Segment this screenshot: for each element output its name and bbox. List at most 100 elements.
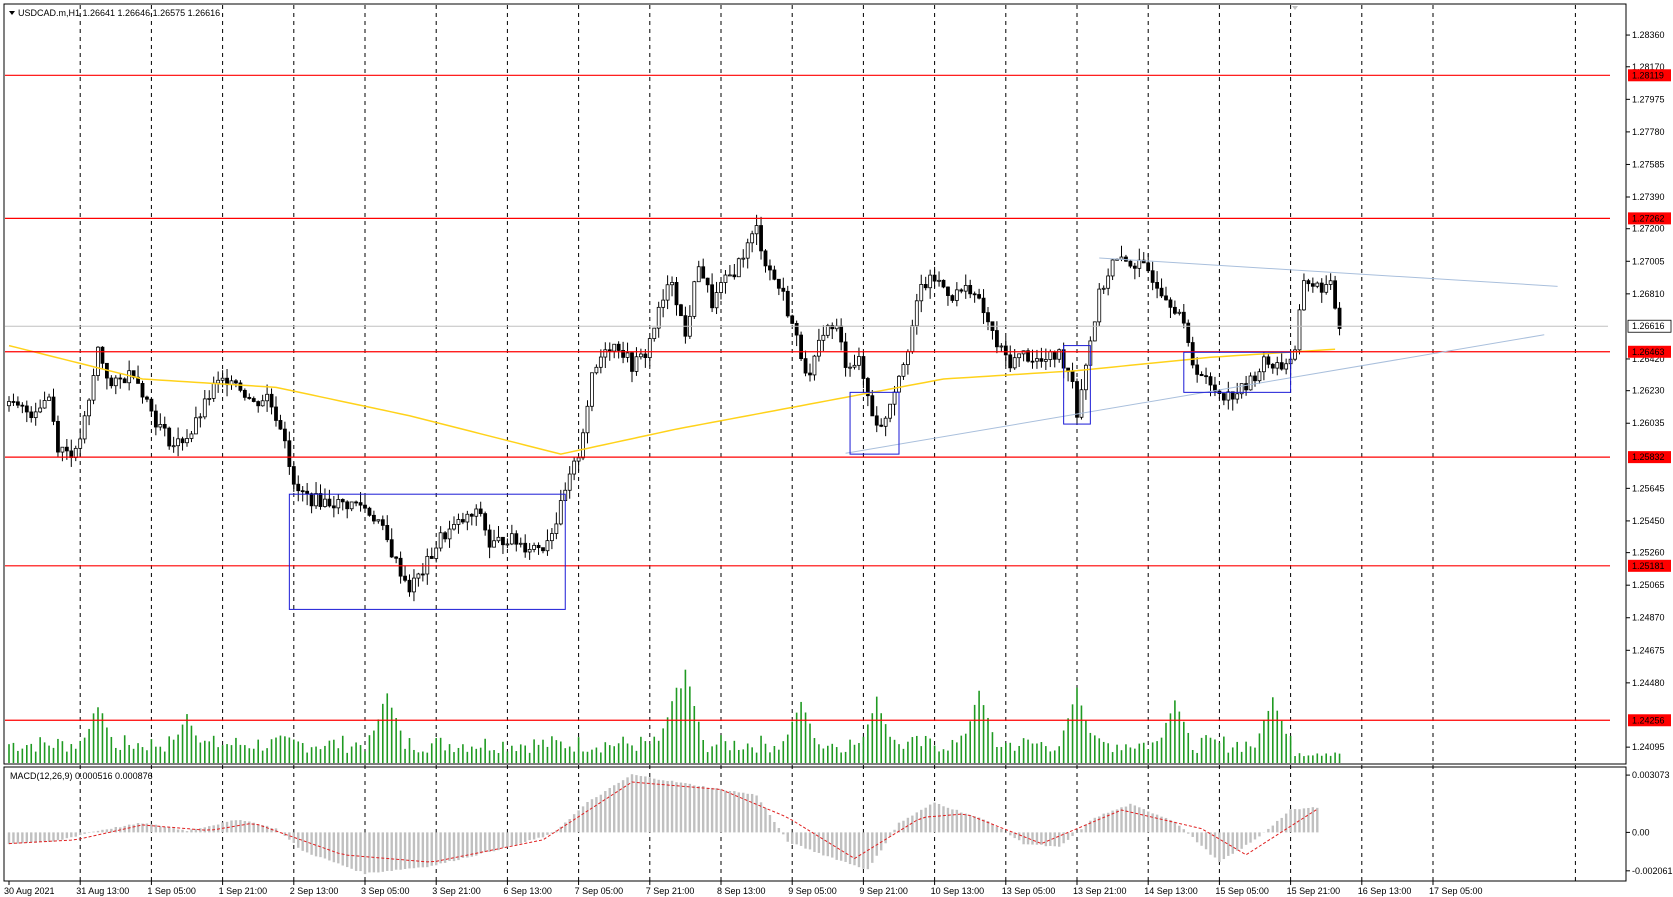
- candle-bear: [407, 579, 412, 593]
- candle-bear: [385, 525, 390, 541]
- candle-bull: [581, 432, 585, 459]
- candle-bull: [47, 396, 51, 401]
- candle-bear: [981, 297, 986, 314]
- candle-bear: [785, 290, 790, 317]
- candle-bull: [821, 334, 826, 341]
- price-label: 1.26035: [1632, 418, 1665, 428]
- price-label: 1.24095: [1632, 742, 1665, 752]
- candle-bear: [1039, 358, 1044, 362]
- candle-bull: [265, 393, 270, 402]
- candle-bear: [118, 377, 123, 380]
- time-label: 15 Sep 05:00: [1215, 886, 1269, 896]
- candle-bear: [643, 353, 648, 359]
- candle-bear: [1244, 383, 1248, 391]
- candle-bear: [1052, 351, 1057, 360]
- candle-bear: [1132, 265, 1137, 269]
- candle-bear: [1204, 375, 1208, 378]
- candle-bull: [567, 473, 572, 491]
- candle-bear: [1279, 362, 1284, 370]
- candle-bear: [776, 278, 781, 289]
- candle-bear: [64, 446, 69, 452]
- candle-bull: [598, 356, 603, 368]
- candle-bull: [207, 398, 212, 400]
- candle-bear: [420, 573, 425, 576]
- symbol-header: USDCAD.m,H1 1.26641 1.26646 1.26575 1.26…: [18, 8, 220, 18]
- candle-bear: [959, 289, 964, 292]
- candle-bear: [15, 401, 20, 406]
- horizontal-levels[interactable]: [5, 74, 1610, 721]
- candle-bear: [772, 269, 777, 280]
- candle-bull: [176, 438, 181, 447]
- grid-lines: [79, 5, 1576, 881]
- candle-bear: [478, 508, 483, 514]
- candle-bull: [714, 292, 719, 309]
- candle-bear: [358, 502, 363, 506]
- price-label: 1.26230: [1632, 386, 1665, 396]
- candle-bull: [336, 499, 341, 509]
- dropdown-arrow-icon[interactable]: [9, 11, 15, 15]
- range-boxes[interactable]: [288, 345, 1292, 610]
- macd-label: 0.00: [1632, 827, 1650, 837]
- macd-plot-area[interactable]: [3, 766, 1627, 882]
- time-label: 17 Sep 05:00: [1429, 886, 1483, 896]
- time-label: 9 Sep 21:00: [859, 886, 908, 896]
- price-label: 1.24675: [1632, 645, 1665, 655]
- candle-bull: [625, 352, 630, 358]
- trend-line: [845, 334, 1545, 454]
- candle-bull: [817, 339, 821, 357]
- candle-bull: [639, 353, 643, 358]
- candle-bull: [505, 543, 510, 546]
- candle-bull: [7, 401, 11, 407]
- price-label: 1.27390: [1632, 192, 1665, 202]
- volume-bars: [8, 669, 1341, 763]
- candle-bear: [483, 513, 488, 531]
- candle-bull: [1057, 349, 1062, 360]
- time-axis[interactable]: 30 Aug 2021 31 Aug 13:00 1 Sep 05:00 1 Sep …: [4, 881, 1483, 896]
- time-label: 3 Sep 05:00: [361, 886, 410, 896]
- macd-label: -0.002061: [1632, 866, 1673, 876]
- candle-bull: [1012, 357, 1017, 369]
- candle-bear: [11, 401, 16, 403]
- candle-bear: [1199, 373, 1204, 377]
- main-plot-area[interactable]: [3, 3, 1627, 765]
- candle-bear: [879, 424, 884, 427]
- candle-bull: [745, 242, 750, 259]
- candle-bear: [732, 274, 737, 278]
- candle-bear: [1266, 356, 1271, 365]
- candle-bull: [1275, 362, 1280, 369]
- time-label: 13 Sep 21:00: [1073, 886, 1127, 896]
- candle-bull: [158, 424, 163, 428]
- macd-signal-line: [8, 781, 1318, 863]
- candle-bear: [705, 277, 710, 286]
- candle-bull: [558, 500, 563, 525]
- candle-bull: [1017, 353, 1022, 359]
- time-label: 9 Sep 05:00: [788, 886, 837, 896]
- candle-bear: [799, 334, 803, 360]
- price-axis[interactable]: 1.28360 1.28170 1.27975 1.27780 1.27585 1.273…: [1626, 30, 1672, 752]
- level-price-tag: [1628, 345, 1671, 358]
- candle-bull: [928, 274, 933, 289]
- candle-bear: [794, 323, 799, 336]
- candle-bull: [910, 325, 915, 352]
- candle-bear: [607, 349, 612, 352]
- candle-bear: [1186, 322, 1191, 343]
- time-label: 1 Sep 05:00: [147, 886, 196, 896]
- candle-bull: [665, 284, 670, 301]
- macd-label: 0.003073: [1632, 770, 1670, 780]
- candle-bull: [852, 364, 857, 368]
- candle-bear: [514, 533, 519, 545]
- candle-bull: [825, 325, 830, 336]
- price-label: 1.25450: [1632, 516, 1665, 526]
- candle-bear: [1164, 295, 1168, 301]
- candle-bear: [1319, 282, 1324, 293]
- trend-lines[interactable]: [845, 257, 1558, 454]
- candle-bear: [932, 274, 937, 282]
- candle-bear: [1195, 364, 1200, 375]
- candle-bull: [728, 274, 732, 277]
- chart-shift-marker[interactable]: [1292, 6, 1298, 10]
- candle-bull: [216, 379, 221, 384]
- candle-bull: [434, 547, 439, 559]
- price-label: 1.25645: [1632, 483, 1665, 493]
- candle-bull: [554, 523, 559, 534]
